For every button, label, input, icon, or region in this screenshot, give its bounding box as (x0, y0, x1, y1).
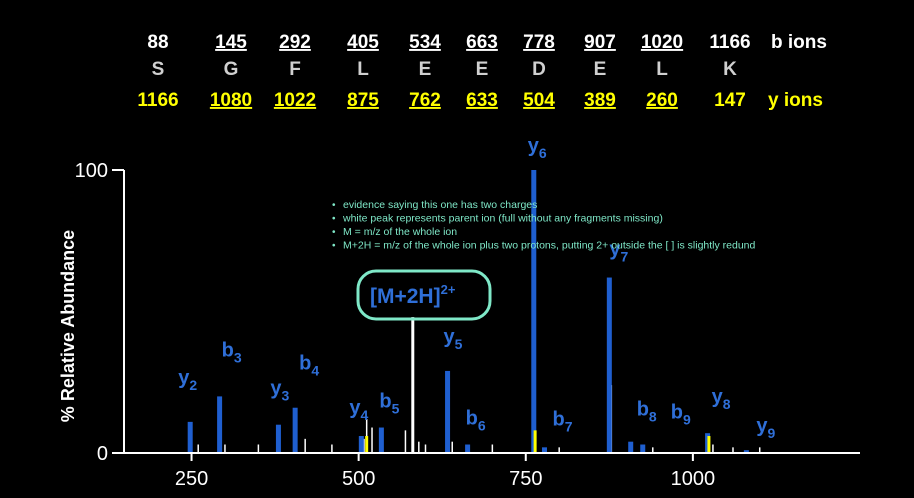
y3-peak (275, 424, 281, 453)
peak-label-b8: b8 (637, 399, 657, 425)
peak-label-y5: y5 (444, 326, 463, 352)
peak-label-y4: y4 (349, 397, 368, 423)
mass-spectrum-plot: 250 500 750 1000 0 100 y2 b3 y3 b4 y4 b5 y5 b6 y6 b7 y7… (58, 135, 860, 490)
b-ion-mass: 1020 (641, 32, 683, 53)
y2-peak (187, 421, 193, 453)
note-text: white peak represents parent ion (full w… (342, 213, 663, 225)
note-text: M+2H = m/z of the whole ion plus two pro… (343, 240, 756, 252)
peak-label-y9: y9 (756, 415, 775, 441)
b-ion-mass: 534 (409, 32, 441, 53)
y-ion-mass: 633 (466, 90, 498, 111)
peak-label-b9: b9 (671, 402, 691, 428)
y7-peak (606, 277, 612, 453)
b-ion-mass: 778 (523, 32, 555, 53)
b-ion-mass: 88 (147, 32, 168, 53)
peak-label-y3: y3 (270, 378, 289, 404)
y-ion-mass: 1080 (210, 90, 252, 111)
sequence-residue: G (224, 59, 239, 80)
x-tick-label: 750 (509, 468, 542, 490)
sequence-residue: E (476, 59, 489, 80)
y-ion-mass: 260 (646, 90, 678, 111)
note-bullet: • (332, 227, 336, 238)
highlight-mark (533, 430, 537, 453)
annotation-notes: • evidence saying this one has two charge… (332, 199, 756, 252)
x-tick-label: 1000 (671, 468, 716, 490)
b-ion-mass: 663 (466, 32, 498, 53)
y6-peak (531, 170, 537, 453)
y4-peak (358, 436, 364, 453)
peaks (187, 170, 761, 453)
b-ion-mass: 292 (279, 32, 311, 53)
peak-label-y7: y7 (609, 239, 628, 265)
y-ion-mass: 762 (409, 90, 441, 111)
b6-peak (465, 444, 471, 453)
highlight-mark (365, 436, 369, 453)
peak-label-b7: b7 (552, 408, 572, 434)
b-ion-mass: 907 (584, 32, 616, 53)
sequence-residue: F (289, 59, 301, 80)
sequence-residue: S (152, 59, 165, 80)
y-ion-mass: 1022 (274, 90, 316, 111)
note-text: M = m/z of the whole ion (343, 226, 457, 238)
b-ion-mass: 405 (347, 32, 379, 53)
x-tick-label: 250 (175, 468, 208, 490)
b8-peak (628, 441, 634, 453)
peak-label-y2: y2 (178, 367, 197, 393)
peak-label-y8: y8 (712, 386, 731, 412)
b3-peak (217, 396, 223, 453)
b-ion-mass: 145 (215, 32, 247, 53)
sequence-residue: E (419, 59, 432, 80)
peak-label-y6: y6 (528, 135, 547, 161)
parent-ion-callout: [M+2H]2+ (356, 269, 492, 321)
peak-label-b4: b4 (299, 353, 319, 379)
b-ions-label: b ions (771, 32, 827, 53)
peak-label-b6: b6 (466, 408, 486, 434)
parent-ion-circle (356, 269, 492, 321)
x-tick-label: 500 (342, 468, 375, 490)
sequence-residue: D (532, 59, 546, 80)
b5-peak (378, 427, 384, 453)
y-ion-mass: 389 (584, 90, 616, 111)
parent-ion-label: [M+2H]2+ (370, 282, 456, 308)
y-tick-label: 0 (97, 443, 108, 465)
b7-peak (541, 447, 547, 453)
sequence-residue: L (357, 59, 369, 80)
ion-table: 88 S 1166 145 G 1080 292 F 1022 405 L 875 534 E 762 663… (137, 32, 827, 111)
y-axis-label: % Relative Abundance (58, 230, 78, 422)
y-ions-label: y ions (768, 90, 823, 111)
peak-labels: y2 b3 y3 b4 y4 b5 y5 b6 y6 b7 y7 b8 b9 y8 y9 (178, 135, 775, 441)
y-ion-mass: 504 (523, 90, 555, 111)
note-bullet: • (332, 241, 336, 252)
b9-peak (640, 444, 646, 453)
sequence-residue: E (594, 59, 607, 80)
sequence-residue: L (656, 59, 668, 80)
y9-peak (743, 450, 749, 453)
b-ion-mass: 1166 (709, 32, 750, 53)
y-tick-label: 100 (75, 160, 108, 182)
y-ion-mass: 147 (714, 90, 746, 111)
note-bullet: • (332, 200, 336, 211)
peak-label-b5: b5 (379, 391, 399, 417)
peak-label-b3: b3 (222, 339, 242, 365)
y-ion-mass: 875 (347, 90, 379, 111)
highlight-mark (707, 436, 711, 453)
y-ion-mass: 1166 (137, 90, 178, 111)
sequence-residue: K (723, 59, 737, 80)
b4-peak (292, 407, 298, 453)
note-bullet: • (332, 214, 336, 225)
note-text: evidence saying this one has two charges (343, 199, 537, 211)
y5-peak (445, 370, 451, 453)
